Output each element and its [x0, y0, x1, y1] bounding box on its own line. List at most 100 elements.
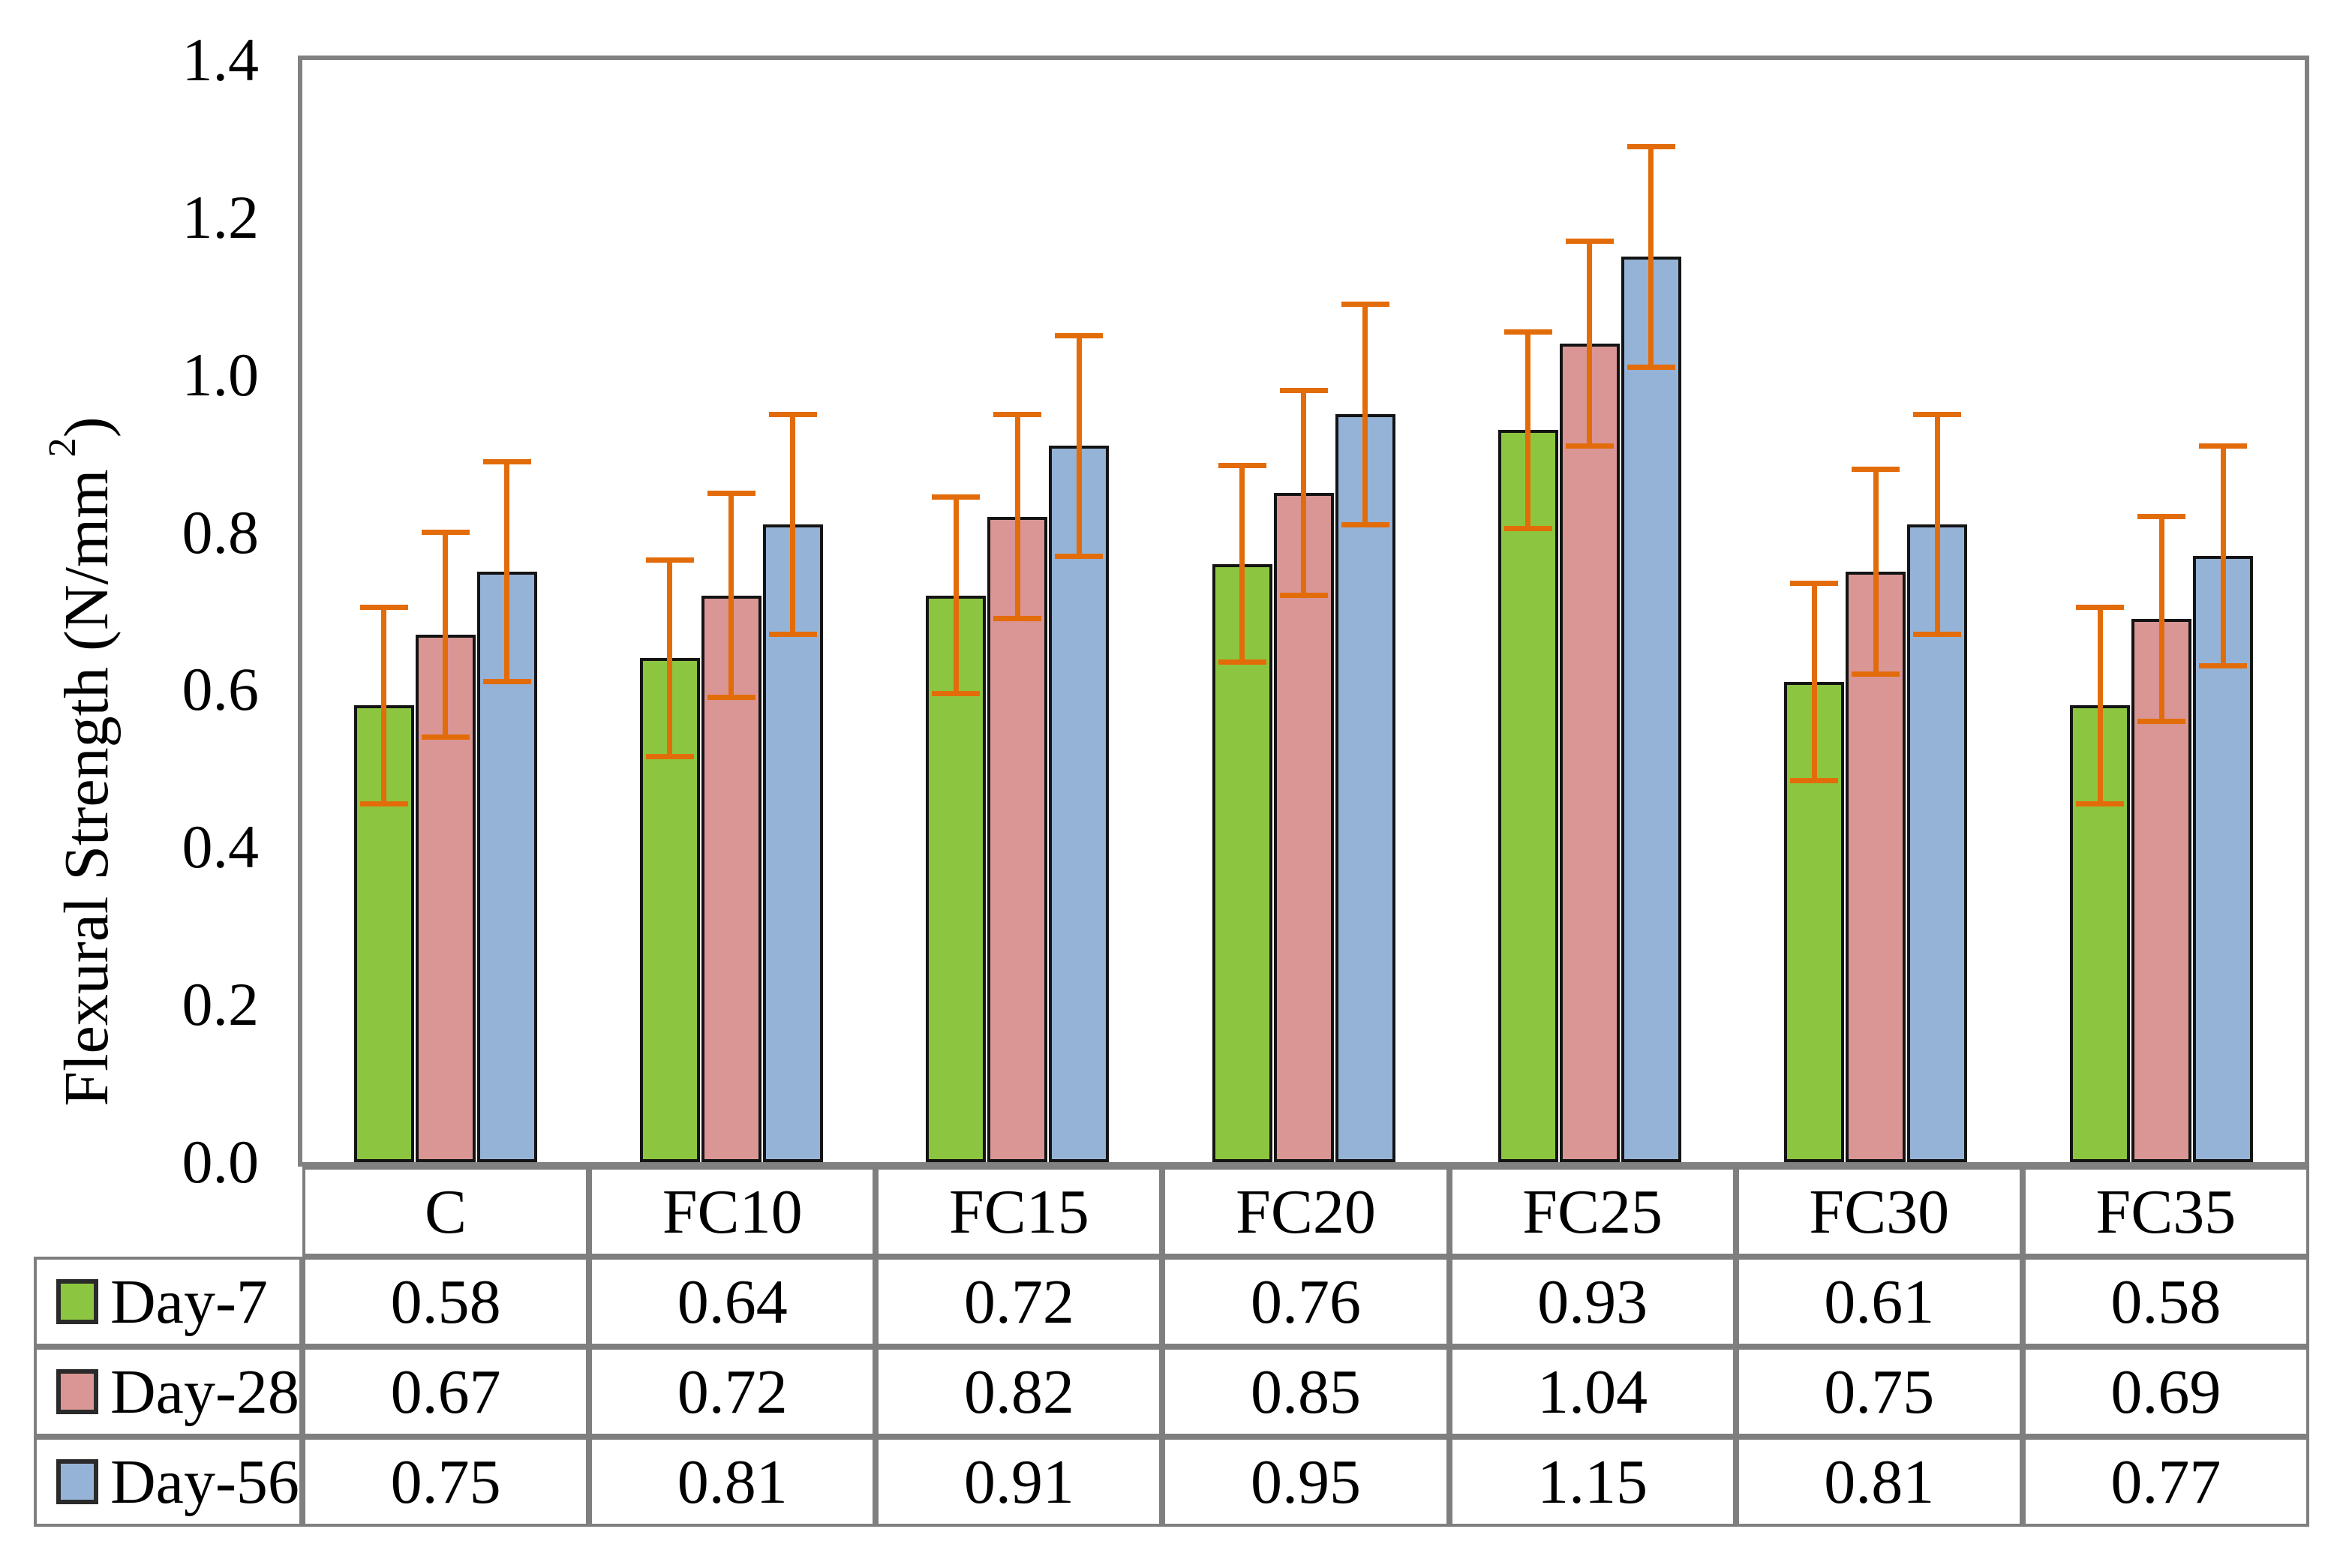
- error-bar-day-7-c: [381, 607, 387, 804]
- y-tick-label-0.6: 0.6: [182, 655, 260, 724]
- y-tick-label-1.0: 1.0: [182, 340, 260, 409]
- value-cell-day-7-fc20: 0.76: [1162, 1257, 1449, 1347]
- error-bar-day-7-fc25: [1525, 332, 1531, 529]
- error-bar-cap-bottom-day-28-c: [421, 734, 470, 740]
- error-bar-day-56-fc10: [790, 414, 796, 635]
- error-bar-day-28-c: [443, 532, 449, 737]
- legend-cell-day-28: Day-28: [34, 1347, 302, 1437]
- bar-day-28-fc10: [701, 595, 761, 1162]
- error-bar-day-56-fc20: [1362, 304, 1368, 525]
- error-bar-cap-bottom-day-56-fc35: [2199, 663, 2248, 669]
- error-bar-day-28-fc10: [728, 493, 734, 698]
- error-bar-day-56-c: [504, 461, 510, 682]
- error-bar-day-28-fc35: [2158, 516, 2164, 722]
- error-bar-cap-bottom-day-7-fc20: [1218, 659, 1266, 665]
- error-bar-cap-bottom-day-7-c: [359, 801, 408, 807]
- error-bar-day-7-fc10: [667, 560, 673, 757]
- value-cell-day-56-fc25: 1.15: [1449, 1437, 1736, 1527]
- error-bar-cap-bottom-day-28-fc20: [1279, 593, 1328, 598]
- value-cell-day-28-fc35: 0.69: [2022, 1347, 2309, 1437]
- category-header-fc20: FC20: [1162, 1167, 1449, 1257]
- error-bar-day-28-fc15: [1014, 414, 1020, 619]
- bar-day-56-fc25: [1621, 257, 1681, 1162]
- error-bar-day-56-fc30: [1934, 414, 1940, 635]
- error-bar-cap-top-day-7-fc35: [2076, 604, 2125, 610]
- error-bar-cap-top-day-56-fc20: [1341, 301, 1389, 307]
- error-bar-day-7-fc35: [2097, 607, 2103, 804]
- value-cell-day-56-fc30: 0.81: [1735, 1437, 2023, 1527]
- error-bar-cap-top-day-7-fc30: [1790, 581, 1839, 587]
- value-cell-day-56-fc35: 0.77: [2022, 1437, 2309, 1527]
- error-bar-cap-top-day-56-c: [482, 458, 531, 464]
- value-cell-day-7-fc10: 0.64: [589, 1257, 876, 1347]
- legend-label-day-28: Day-28: [110, 1356, 299, 1427]
- y-tick-label-0.2: 0.2: [182, 970, 260, 1039]
- error-bar-cap-top-day-28-fc25: [1565, 238, 1614, 244]
- bar-day-56-fc15: [1049, 446, 1110, 1162]
- error-bar-cap-bottom-day-7-fc15: [932, 691, 981, 697]
- bar-day-28-fc25: [1559, 343, 1620, 1162]
- error-bar-cap-bottom-day-56-fc15: [1055, 553, 1104, 559]
- legend-swatch-day-7: [56, 1279, 98, 1324]
- legend-label-day-7: Day-7: [110, 1266, 268, 1337]
- error-bar-cap-top-day-56-fc30: [1913, 411, 1962, 417]
- value-cell-day-7-fc25: 0.93: [1449, 1257, 1736, 1347]
- error-bar-cap-bottom-day-28-fc25: [1565, 443, 1614, 449]
- value-cell-day-28-fc30: 0.75: [1735, 1347, 2023, 1437]
- value-cell-day-28-fc25: 1.04: [1449, 1347, 1736, 1437]
- error-bar-cap-top-day-28-fc20: [1279, 388, 1328, 394]
- y-axis-title-close: ): [51, 416, 122, 438]
- y-tick-label-0.8: 0.8: [182, 497, 260, 566]
- category-header-c: C: [302, 1167, 590, 1257]
- legend-swatch-day-28: [56, 1369, 98, 1414]
- error-bar-cap-top-day-56-fc10: [768, 411, 817, 417]
- error-bar-day-7-fc30: [1811, 583, 1817, 781]
- error-bar-cap-top-day-7-fc10: [645, 557, 694, 563]
- bar-day-28-fc15: [987, 516, 1048, 1162]
- y-tick-label-0.4: 0.4: [182, 813, 260, 882]
- value-cell-day-28-fc15: 0.82: [876, 1347, 1163, 1437]
- error-bar-cap-top-day-28-c: [421, 530, 470, 536]
- plot-area: [298, 56, 2309, 1167]
- error-bar-day-28-fc25: [1587, 241, 1593, 446]
- data-table: C FC10 FC15 FC20 FC25 FC30 FC35 Day-7 0.58 0.64 0.…: [34, 1167, 2309, 1527]
- error-bar-day-7-fc15: [953, 497, 959, 694]
- error-bar-cap-bottom-day-56-fc20: [1341, 521, 1389, 527]
- error-bar-cap-top-day-56-fc25: [1627, 143, 1675, 149]
- error-bar-cap-bottom-day-7-fc30: [1790, 777, 1839, 783]
- error-bar-cap-bottom-day-7-fc35: [2076, 801, 2125, 807]
- error-bar-cap-bottom-day-56-fc25: [1627, 364, 1675, 370]
- error-bar-day-28-fc20: [1301, 390, 1306, 596]
- value-cell-day-28-c: 0.67: [302, 1347, 590, 1437]
- value-cell-day-56-c: 0.75: [302, 1437, 590, 1527]
- error-bar-cap-bottom-day-7-fc25: [1503, 525, 1552, 531]
- value-cell-day-56-fc10: 0.81: [589, 1437, 876, 1527]
- value-cell-day-7-fc30: 0.61: [1735, 1257, 2023, 1347]
- error-bar-cap-top-day-28-fc30: [1852, 467, 1900, 473]
- error-bar-cap-bottom-day-28-fc35: [2137, 718, 2186, 724]
- table-corner-blank: [34, 1167, 302, 1257]
- bar-day-56-fc20: [1335, 414, 1395, 1162]
- category-header-fc25: FC25: [1449, 1167, 1736, 1257]
- error-bar-cap-top-day-28-fc10: [707, 490, 755, 496]
- value-cell-day-56-fc15: 0.91: [876, 1437, 1163, 1527]
- legend-cell-day-56: Day-56: [34, 1437, 302, 1527]
- error-bar-cap-top-day-56-fc35: [2199, 443, 2248, 449]
- error-bar-day-56-fc15: [1076, 335, 1082, 557]
- error-bar-day-56-fc25: [1648, 146, 1654, 368]
- y-tick-label-1.2: 1.2: [182, 182, 260, 251]
- error-bar-cap-bottom-day-56-fc10: [768, 632, 817, 638]
- y-axis-title-superscript: 2: [41, 437, 84, 458]
- error-bar-cap-top-day-28-fc35: [2137, 514, 2186, 520]
- legend-cell-day-7: Day-7: [34, 1257, 302, 1347]
- error-bar-cap-bottom-day-56-fc30: [1913, 632, 1962, 638]
- value-cell-day-7-fc35: 0.58: [2022, 1257, 2309, 1347]
- bar-day-28-fc20: [1273, 493, 1334, 1162]
- error-bar-cap-top-day-7-c: [359, 604, 408, 610]
- error-bar-day-56-fc35: [2220, 446, 2226, 666]
- error-bar-cap-bottom-day-28-fc30: [1852, 671, 1900, 677]
- error-bar-cap-top-day-28-fc15: [993, 411, 1042, 417]
- category-header-fc30: FC30: [1735, 1167, 2023, 1257]
- error-bar-cap-top-day-7-fc25: [1503, 329, 1552, 335]
